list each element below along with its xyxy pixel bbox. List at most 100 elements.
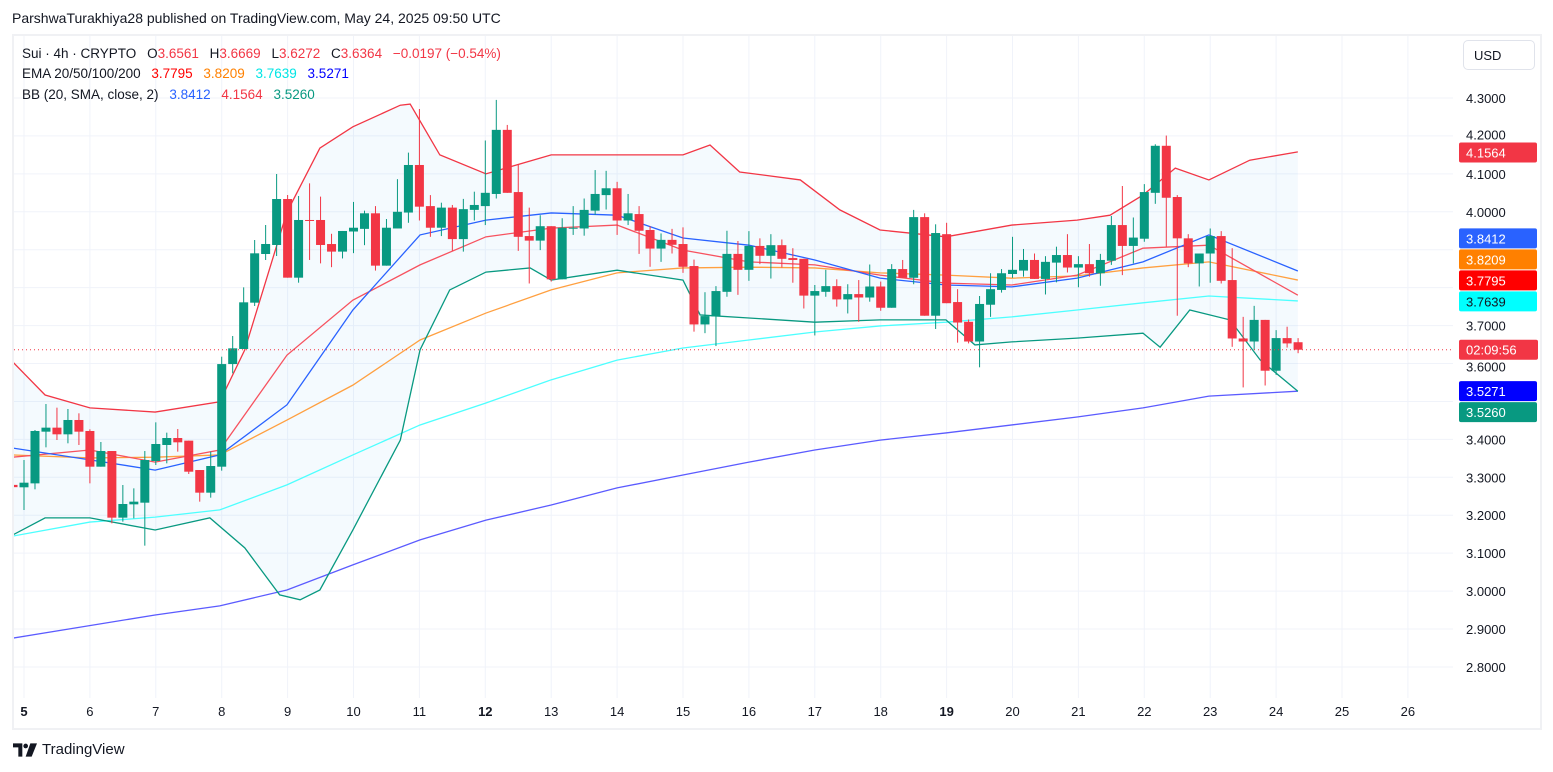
candle [953, 289, 963, 343]
candle-body [810, 291, 820, 296]
candle [876, 281, 886, 311]
candle-body [997, 273, 1007, 290]
candle [1205, 228, 1215, 283]
candle [129, 488, 139, 519]
candle [436, 202, 446, 237]
price-badge-bg [1459, 228, 1537, 249]
high-label: H [209, 46, 220, 61]
time-tick-label: 5 [20, 704, 27, 719]
candle [810, 284, 820, 336]
candle [85, 429, 95, 484]
ema200-value: 3.5271 [307, 66, 349, 81]
close-value: 3.6364 [340, 46, 383, 61]
candle [392, 179, 402, 229]
low-label: L [271, 46, 279, 61]
candle [63, 408, 73, 444]
candle [1183, 234, 1193, 268]
candle-body [942, 234, 952, 304]
price-tick-label: 3.4000 [1466, 432, 1506, 447]
candle-body [1095, 259, 1105, 274]
price-badge: 3.7795 [1459, 270, 1537, 291]
candle [612, 181, 622, 235]
candle-body [74, 419, 84, 432]
candle-body [327, 244, 337, 252]
open-label: O [147, 46, 158, 61]
candle [305, 183, 315, 260]
time-tick-label: 15 [676, 704, 690, 719]
candle [524, 207, 534, 284]
candle [579, 198, 589, 236]
candle [975, 295, 985, 368]
candle-body [1008, 269, 1018, 274]
candle-body [986, 289, 996, 305]
candle-body [931, 233, 941, 316]
plot-area [14, 99, 1453, 639]
candle [107, 451, 117, 524]
candle [195, 470, 205, 502]
candle [447, 204, 457, 251]
candle [458, 198, 468, 252]
candle-body [1161, 145, 1171, 198]
candle [722, 230, 732, 297]
candle [162, 432, 172, 464]
candle-body [755, 245, 765, 256]
candle-body [733, 253, 743, 270]
candle [228, 336, 238, 374]
candle [469, 191, 479, 221]
time-tick-label: 25 [1335, 704, 1349, 719]
candle-body [843, 294, 853, 300]
price-badge-label: 3.5260 [1466, 405, 1506, 420]
price-badge: 3.8412 [1459, 228, 1537, 249]
candle-body [722, 253, 732, 292]
candle [1194, 253, 1204, 287]
symbol-legend[interactable]: Sui · 4h · CRYPTO O3.6561 H3.6669 L3.627… [22, 46, 501, 61]
candle [788, 248, 798, 283]
bb-legend[interactable]: BB (20, SMA, close, 2) 3.8412 4.1564 3.5… [22, 87, 315, 102]
tradingview-logo[interactable]: TradingView [13, 741, 125, 758]
price-badge-bg [1459, 249, 1537, 270]
candle [184, 440, 194, 475]
candle [887, 264, 897, 308]
candle-body [953, 302, 963, 323]
candle-body [436, 207, 446, 228]
candle-body [447, 207, 457, 240]
candle [942, 222, 952, 304]
candle-body [359, 213, 369, 229]
time-axis[interactable]: 5 6 7 8 9 10 11 12 13 14 15 16 17 18 19 20 21 22 23 24 25 26 [20, 704, 1415, 719]
candle-body [865, 286, 875, 298]
price-axis[interactable]: 4.3000 4.2000 4.1000 4.0000 3.7000 3.6000 3.40… [1466, 91, 1506, 675]
candle-body [788, 258, 798, 260]
published-caption: ParshwaTurakhiya28 published on TradingV… [12, 10, 501, 26]
candle-body [305, 219, 315, 221]
candle-body [535, 226, 545, 241]
candle [1227, 248, 1237, 347]
candle [1029, 253, 1039, 279]
candle-body [107, 451, 117, 518]
currency-button[interactable]: USD [1463, 40, 1535, 70]
candle [250, 240, 260, 307]
candle [700, 292, 710, 334]
candle-body [634, 214, 644, 231]
ema-legend[interactable]: EMA 20/50/100/200 3.7795 3.8209 3.7639 3… [22, 66, 349, 81]
candle [41, 404, 51, 448]
price-badge-label: 4.1564 [1466, 145, 1506, 160]
price-badge-bg [1459, 291, 1537, 312]
price-tick-label: 3.7000 [1466, 319, 1506, 334]
candle-body [766, 245, 776, 256]
candle-body [1106, 225, 1116, 261]
candle-body [656, 239, 666, 249]
candle [1008, 236, 1018, 278]
candle [217, 356, 227, 471]
candle-body [217, 364, 227, 467]
candle [1040, 256, 1050, 295]
candle-body [316, 219, 326, 245]
candle-body [349, 227, 359, 232]
candle [1249, 305, 1259, 350]
candle [425, 195, 435, 237]
candle-body [458, 209, 468, 240]
price-badge-label: 3.7795 [1466, 273, 1506, 288]
candle [206, 451, 216, 498]
ema20-value: 3.7795 [151, 66, 193, 81]
time-tick-label: 7 [152, 704, 159, 719]
